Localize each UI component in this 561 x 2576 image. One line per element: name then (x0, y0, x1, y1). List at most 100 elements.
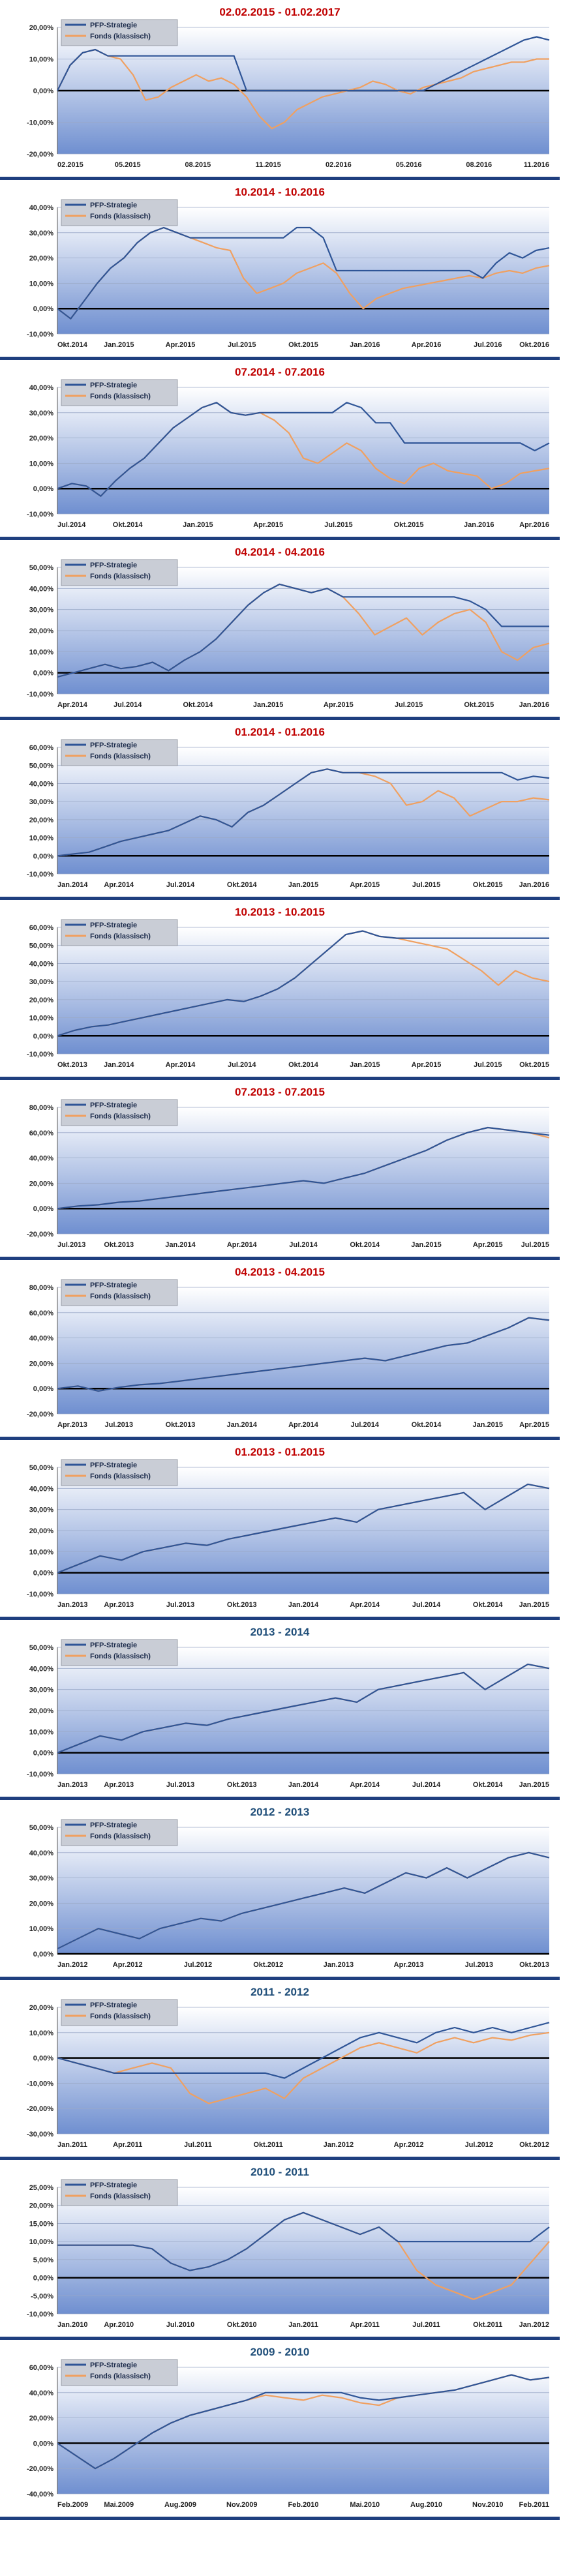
x-tick-label: Jan.2016 (350, 341, 380, 349)
y-tick-label: 20,00% (29, 1707, 54, 1715)
x-tick-label: Okt.2015 (473, 881, 503, 889)
plot-area (57, 1287, 549, 1414)
legend-label-strategy: PFP-Strategie (90, 562, 137, 569)
legend-label-strategy: PFP-Strategie (90, 22, 137, 29)
legend-label-strategy: PFP-Strategie (90, 1641, 137, 1649)
x-tick-label: Jan.2015 (350, 1061, 380, 1069)
y-tick-label: -20,00% (27, 2465, 53, 2473)
chart: 40,00% 30,00% 20,00% 10,00% 0,00% -10,00% Jul.… (27, 366, 550, 529)
chart: 20,00% 10,00% 0,00% -10,00% -20,00% -30,00% Ja… (27, 1986, 550, 2149)
plot-area (57, 2007, 549, 2134)
y-tick-label: 20,00% (29, 627, 54, 635)
x-tick-label: Apr.2015 (324, 701, 354, 709)
y-tick-label: 30,00% (29, 230, 54, 237)
legend-label-strategy: PFP-Strategie (90, 1461, 137, 1469)
y-tick-label: 20,00% (29, 255, 54, 263)
chart-title: 10.2014 - 10.2016 (235, 186, 325, 198)
x-tick-label: Jul.2014 (351, 1421, 380, 1429)
y-tick-label: 20,00% (29, 1900, 54, 1908)
x-tick-label: Okt.2010 (227, 2321, 257, 2329)
x-tick-label: Jan.2011 (57, 2141, 87, 2149)
y-tick-label: -10,00% (27, 511, 53, 518)
x-tick-label: Jul.2013 (105, 1421, 133, 1429)
y-tick-label: 0,00% (33, 2440, 53, 2448)
legend-label-strategy: PFP-Strategie (90, 2181, 137, 2189)
y-tick-label: 50,00% (29, 942, 54, 950)
y-tick-label: 40,00% (29, 1850, 54, 1857)
x-tick-label: Okt.2014 (473, 1781, 504, 1789)
legend-label-strategy: PFP-Strategie (90, 2361, 137, 2369)
series-line-fund (57, 2031, 550, 2104)
chart: 50,00% 40,00% 30,00% 20,00% 10,00% 0,00% -10,0… (27, 1626, 550, 1789)
y-tick-label: 60,00% (29, 924, 54, 932)
y-tick-label: 50,00% (29, 1464, 54, 1472)
x-tick-label: Jan.2014 (104, 1061, 134, 1069)
x-tick-label: Apr.2014 (288, 1421, 319, 1429)
chart-panel: 80,00% 60,00% 40,00% 20,00% 0,00% -20,00% Jul.… (0, 1080, 560, 1260)
series-line-strategy (57, 2211, 550, 2271)
chart-title: 2010 - 2011 (250, 2166, 309, 2178)
x-tick-label: Apr.2014 (104, 881, 134, 889)
plot-area (57, 1827, 549, 1954)
y-tick-label: 15,00% (29, 2220, 54, 2228)
x-tick-label: 08.2016 (466, 161, 492, 169)
chart: 25,00% 20,00% 15,00% 10,00% 5,00% 0,00% -5,00%… (27, 2166, 550, 2329)
x-tick-label: Okt.2013 (57, 1061, 87, 1069)
chart-panel: 50,00% 40,00% 30,00% 20,00% 10,00% 0,00% -10,0… (0, 1440, 560, 1620)
legend-label-fund: Fonds (klassisch) (90, 933, 151, 940)
y-tick-label: 30,00% (29, 410, 54, 417)
chart: 40,00% 30,00% 20,00% 10,00% 0,00% -10,00% Okt.… (27, 186, 550, 349)
legend-label-fund: Fonds (klassisch) (90, 213, 151, 220)
x-tick-label: Apr.2016 (519, 521, 549, 529)
x-tick-label: 02.2016 (326, 161, 352, 169)
legend-label-fund: Fonds (klassisch) (90, 393, 151, 400)
x-tick-label: 08.2015 (185, 161, 211, 169)
chart-title: 10.2013 - 10.2015 (235, 906, 325, 918)
chart-panel: 20,00% 10,00% 0,00% -10,00% -20,00% 02.2015 05… (0, 0, 560, 180)
legend-label-fund: Fonds (klassisch) (90, 2373, 151, 2380)
x-tick-label: 02.2015 (57, 161, 83, 169)
x-tick-label: Mai.2009 (104, 2501, 134, 2509)
x-tick-label: Jul.2013 (166, 1781, 194, 1789)
x-tick-label: Okt.2013 (227, 1601, 257, 1609)
legend-label-strategy: PFP-Strategie (90, 202, 137, 209)
chart-panel: 50,00% 40,00% 30,00% 20,00% 10,00% 0,00% -10,0… (0, 540, 560, 720)
chart-panel: 80,00% 60,00% 40,00% 20,00% 0,00% -20,00% Apr.… (0, 1260, 560, 1440)
x-tick-label: Jan.2014 (288, 1781, 319, 1789)
legend-label-strategy: PFP-Strategie (90, 1101, 137, 1109)
x-tick-label: Apr.2014 (227, 1241, 258, 1249)
y-tick-label: 60,00% (29, 1130, 54, 1137)
x-tick-label: Okt.2014 (227, 881, 258, 889)
y-tick-label: 0,00% (33, 2275, 53, 2283)
x-tick-label: Jan.2015 (288, 881, 318, 889)
chart-title: 04.2013 - 04.2015 (235, 1266, 325, 1278)
x-tick-label: Okt.2014 (350, 1241, 380, 1249)
chart-stack: 20,00% 10,00% 0,00% -10,00% -20,00% 02.2015 05… (0, 0, 560, 2520)
x-tick-label: Jul.2013 (166, 1601, 194, 1609)
chart-panel: 40,00% 30,00% 20,00% 10,00% 0,00% -10,00% Okt.… (0, 180, 560, 360)
x-tick-label: Jan.2013 (324, 1961, 354, 1969)
x-tick-label: Jul.2016 (474, 341, 502, 349)
x-tick-label: Okt.2016 (519, 341, 549, 349)
x-tick-label: 05.2015 (115, 161, 141, 169)
series-line-strategy (57, 226, 550, 320)
legend-label-fund: Fonds (klassisch) (90, 753, 151, 760)
y-tick-label: 60,00% (29, 744, 54, 752)
x-tick-label: Okt.2013 (104, 1241, 134, 1249)
x-tick-label: 11.2016 (524, 161, 549, 169)
x-tick-label: Jul.2014 (114, 701, 142, 709)
y-tick-label: 10,00% (29, 56, 54, 64)
x-tick-label: Okt.2013 (227, 1781, 257, 1789)
x-tick-label: Jul.2015 (395, 701, 423, 709)
x-tick-label: Okt.2012 (253, 1961, 283, 1969)
legend-label-strategy: PFP-Strategie (90, 2001, 137, 2009)
x-tick-label: Okt.2011 (473, 2321, 502, 2329)
x-tick-label: Jan.2014 (227, 1421, 258, 1429)
y-tick-label: 20,00% (29, 435, 54, 443)
x-tick-label: Jul.2014 (57, 521, 86, 529)
x-tick-label: Jul.2014 (412, 1601, 441, 1609)
chart-panel: 40,00% 30,00% 20,00% 10,00% 0,00% -10,00% Jul.… (0, 360, 560, 540)
y-tick-label: 10,00% (29, 1925, 54, 1933)
x-tick-label: Okt.2012 (519, 2141, 549, 2149)
legend: PFP-Strategie Fonds (klassisch) (61, 1099, 178, 1126)
